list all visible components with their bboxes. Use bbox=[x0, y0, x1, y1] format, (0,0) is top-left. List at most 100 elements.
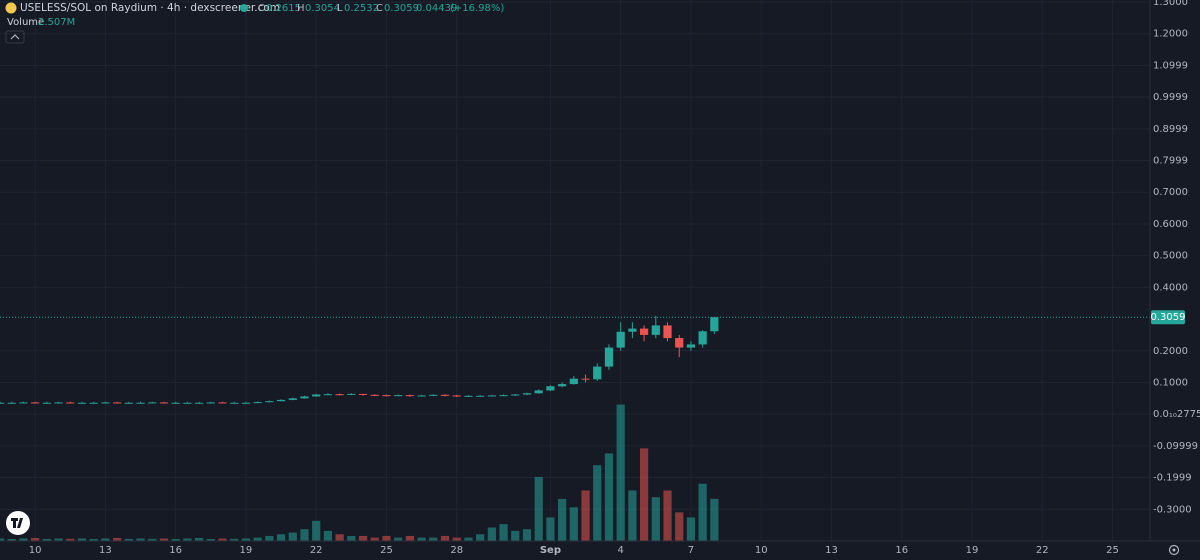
x-tick-label: 22 bbox=[1036, 545, 1049, 556]
candle-body bbox=[31, 402, 40, 404]
candle-body bbox=[253, 402, 262, 404]
volume-bar bbox=[698, 483, 707, 541]
open-key: O bbox=[258, 3, 266, 14]
y-tick-label: -0.1999 bbox=[1153, 473, 1192, 484]
candle-body bbox=[464, 395, 473, 397]
candle-body bbox=[558, 384, 567, 387]
candle-body bbox=[686, 344, 696, 348]
volume-bar bbox=[382, 535, 391, 541]
candle-body bbox=[54, 402, 63, 404]
x-tick-label: Sep bbox=[540, 545, 561, 556]
x-tick-label: 4 bbox=[617, 545, 623, 556]
volume-bar bbox=[31, 537, 40, 541]
volume-bar bbox=[394, 537, 403, 541]
volume-bar bbox=[358, 535, 368, 541]
candle-body bbox=[651, 325, 660, 335]
y-tick-label: 0.8999 bbox=[1153, 124, 1188, 135]
volume-bar bbox=[347, 535, 356, 541]
settings-button[interactable] bbox=[1168, 544, 1180, 556]
x-tick-label: 28 bbox=[450, 545, 463, 556]
last-price-label: 0.3059 bbox=[1151, 312, 1186, 323]
y-tick-label: 1.0999 bbox=[1153, 60, 1188, 71]
logo-mark bbox=[11, 518, 23, 528]
collapse-button[interactable] bbox=[5, 30, 25, 44]
volume-bar bbox=[159, 538, 169, 541]
candle-body bbox=[440, 394, 450, 396]
x-tick-label: 13 bbox=[99, 545, 112, 556]
volume-title: Volume bbox=[7, 17, 44, 28]
legend: USELESS/SOL on Raydium · 4h · dexscreene… bbox=[5, 2, 504, 44]
candle-body bbox=[370, 394, 379, 396]
volume-bar bbox=[429, 537, 438, 541]
candle-body bbox=[265, 401, 274, 403]
candle-body bbox=[522, 393, 532, 395]
volume-bar bbox=[230, 538, 239, 541]
candle-body bbox=[230, 402, 239, 404]
volume-bar bbox=[89, 538, 98, 541]
tradingview-logo[interactable] bbox=[6, 511, 30, 535]
candle-body bbox=[394, 395, 403, 397]
candle-body bbox=[300, 396, 309, 399]
candle-body bbox=[194, 402, 204, 404]
volume-bar bbox=[452, 537, 461, 541]
volume-bar bbox=[499, 524, 508, 541]
volume-bar bbox=[148, 538, 157, 541]
volume-bar bbox=[171, 538, 180, 541]
x-tick-label: 13 bbox=[825, 545, 838, 556]
close-key: C bbox=[376, 3, 383, 14]
change-value: 0.04439 bbox=[416, 3, 457, 14]
candle-body bbox=[171, 402, 180, 404]
candle-body bbox=[639, 328, 649, 335]
volume-bar bbox=[476, 534, 485, 541]
candle-body bbox=[499, 395, 508, 397]
volume-bar bbox=[265, 535, 274, 541]
volume-bar bbox=[300, 529, 309, 541]
volume-bar bbox=[206, 538, 215, 541]
candle-body bbox=[312, 394, 321, 397]
volume-bar bbox=[569, 507, 578, 541]
candle-body bbox=[66, 402, 75, 404]
x-tick-label: 16 bbox=[169, 545, 182, 556]
candle-body bbox=[19, 402, 28, 404]
volume-bar bbox=[7, 538, 16, 541]
marks bbox=[0, 315, 1150, 541]
candle-body bbox=[452, 395, 461, 397]
symbol: USELESS/SOL on Raydium · 4h · dexscreene… bbox=[20, 2, 280, 14]
status-dot bbox=[240, 4, 248, 12]
open-value: 0.2615 bbox=[266, 3, 301, 14]
candle-body bbox=[569, 378, 578, 385]
grid bbox=[0, 0, 1150, 541]
volume-bar bbox=[534, 476, 543, 541]
candle-body bbox=[241, 402, 251, 404]
x-tick-label: 7 bbox=[688, 545, 694, 556]
low-value: 0.2532 bbox=[344, 3, 379, 14]
volume-bar bbox=[194, 537, 204, 541]
volume-bar bbox=[651, 497, 660, 541]
change-percent: (+16.98%) bbox=[450, 3, 504, 14]
volume-bar bbox=[370, 537, 379, 541]
candle-body bbox=[7, 402, 16, 404]
candle-body bbox=[218, 402, 227, 404]
candle-body bbox=[604, 347, 614, 367]
volume-bar bbox=[0, 538, 5, 541]
x-tick-label: 25 bbox=[1106, 545, 1119, 556]
candle-body bbox=[698, 331, 707, 345]
volume-bar bbox=[405, 535, 414, 541]
candle-body bbox=[276, 399, 286, 402]
volume-bar bbox=[675, 512, 684, 541]
candle-body bbox=[159, 402, 169, 404]
volume-bar bbox=[323, 530, 333, 541]
candle-body bbox=[476, 395, 485, 397]
volume-bar bbox=[66, 538, 75, 541]
y-tick-label: 1.3000 bbox=[1153, 0, 1188, 8]
volume-bar bbox=[124, 538, 133, 541]
y-tick-label: 0.4000 bbox=[1153, 282, 1188, 293]
volume-bar bbox=[136, 538, 145, 541]
volume-bar bbox=[686, 517, 696, 541]
candle-body bbox=[206, 402, 215, 404]
candle-body bbox=[616, 331, 625, 348]
volume-bar bbox=[276, 534, 286, 541]
volume-bar bbox=[417, 537, 426, 541]
candle-body bbox=[113, 402, 122, 404]
